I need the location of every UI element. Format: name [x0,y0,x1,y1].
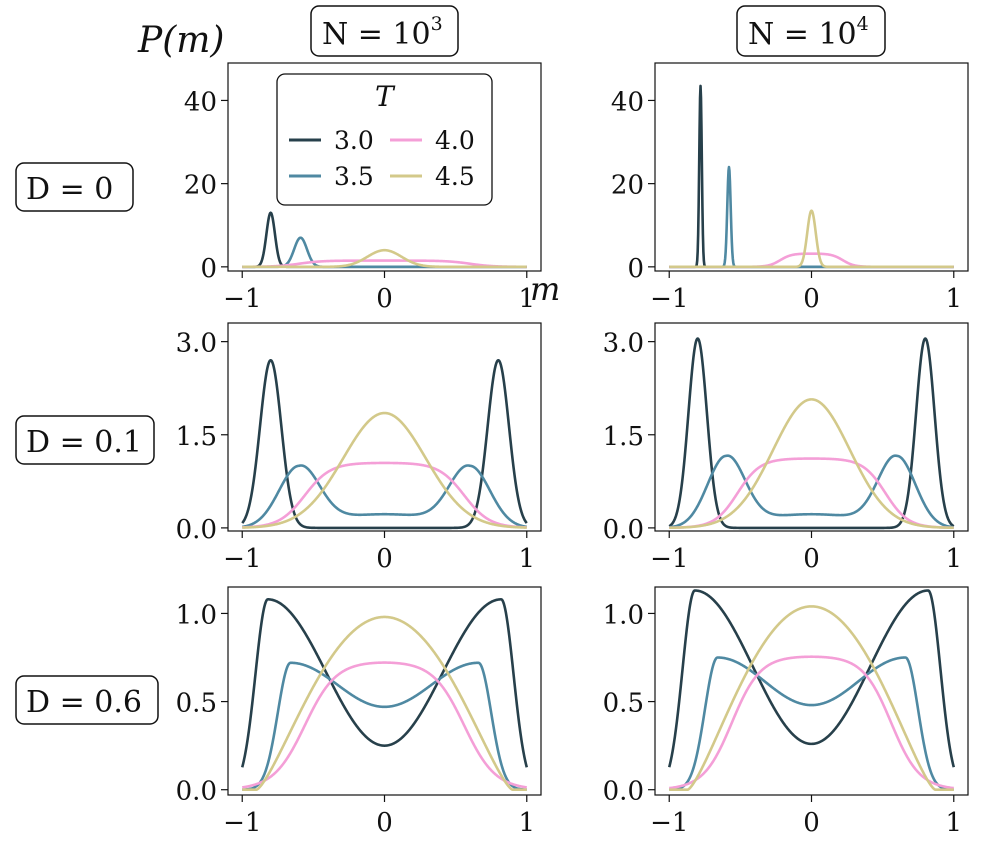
row-header-d01: D = 0.1 [15,415,155,465]
svg-text:N = 104: N = 104 [748,13,869,52]
x-tick-label: −1 [223,808,261,838]
panel-6: −1 0 1 0.0 0.5 1.0 [603,586,969,838]
y-tick-label: 20 [184,171,217,201]
column-header-label: N = 10 [748,17,857,52]
y-tick-label: 0.5 [603,689,644,719]
x-tick-label: −1 [650,544,688,574]
series-line-T3-5 [668,656,955,791]
series-line-T4-5 [241,248,528,269]
y-tick-label: 0.0 [176,515,217,545]
series-line-T4-5 [241,615,528,792]
panel-5: −1 0 1 0.0 0.5 1.0 [176,586,542,838]
x-tick-label: 0 [803,808,820,838]
row-header-label: D = 0.1 [26,425,142,460]
legend-label-3-5: 3.5 [334,162,374,191]
series-line-T3-5 [241,464,528,529]
y-axis-label: P(m) [137,20,224,61]
series-line-T3-5 [668,454,955,529]
y-tick-label: 0 [200,254,217,284]
x-tick-label: 1 [518,544,535,574]
x-tick-label: 1 [945,544,962,574]
legend-label-3-0: 3.0 [334,126,374,155]
column-header-label: N = 10 [322,17,431,52]
series-line-T4-0 [241,661,528,789]
x-tick-label: 0 [803,544,820,574]
series-line-T3-5 [241,661,528,791]
axes-frame [654,586,969,796]
y-tick-label: 0.0 [176,777,217,807]
panel-4: −1 0 1 0.0 1.5 3.0 [603,322,969,574]
x-tick-label: 1 [945,284,962,314]
series-line-T3-5 [668,165,955,269]
y-tick-label: 40 [611,87,644,117]
x-tick-label: 1 [945,808,962,838]
series-line-T3-0 [668,337,955,530]
x-tick-label: 1 [518,284,535,314]
x-tick-label: 0 [376,284,393,314]
series-line-T3-0 [668,84,955,269]
series-line-T4-0 [668,252,955,269]
legend-label-4-0: 4.0 [435,126,475,155]
series-line-T4-5 [668,398,955,530]
x-tick-label: 1 [518,808,535,838]
y-tick-label: 1.0 [176,600,217,630]
y-tick-label: 20 [611,171,644,201]
row-header-d06: D = 0.6 [15,675,159,725]
row-header-label: D = 0.6 [26,685,142,720]
x-axis-label: m [530,270,560,308]
legend: T 3.0 3.5 4.0 4.5 [276,73,493,206]
series-line-T4-0 [668,457,955,530]
series-line-T4-0 [668,655,955,790]
column-header-exponent: 4 [857,13,869,35]
legend-label-4-5: 4.5 [435,162,475,191]
y-tick-label: 1.5 [603,422,644,452]
series-line-T3-0 [241,211,528,269]
column-header-exponent: 3 [431,13,443,35]
series-line-T3-0 [240,598,529,768]
x-tick-label: 0 [376,544,393,574]
row-header-label: D = 0 [26,172,113,207]
y-tick-label: 40 [184,87,217,117]
series-line-T3-5 [241,236,528,269]
panel-3: −1 0 1 0.0 1.5 3.0 [176,322,542,574]
y-tick-label: 1.0 [603,600,644,630]
series-line-T4-0 [241,461,528,529]
column-header-n1000: N = 103 [310,5,459,57]
series-line-T4-5 [668,605,955,792]
y-tick-label: 0.0 [603,777,644,807]
svg-text:N = 103: N = 103 [322,13,443,52]
x-tick-label: −1 [650,284,688,314]
y-tick-label: 0 [627,254,644,284]
x-tick-label: 0 [803,284,820,314]
row-header-d0: D = 0 [15,162,134,212]
y-tick-label: 0.5 [176,689,217,719]
column-header-n10000: N = 104 [736,5,886,57]
series-line-T4-5 [668,209,955,269]
x-tick-label: −1 [223,284,261,314]
y-tick-label: 1.5 [176,422,217,452]
legend-title: T [375,80,396,113]
series-line-T4-5 [241,411,528,529]
x-tick-label: −1 [650,808,688,838]
x-tick-label: −1 [223,544,261,574]
y-tick-label: 0.0 [603,515,644,545]
series-line-T3-0 [241,358,528,530]
x-tick-label: 0 [376,808,393,838]
series-line-T3-0 [667,589,956,768]
y-tick-label: 3.0 [603,329,644,359]
series-line-T4-0 [241,259,528,269]
y-tick-label: 3.0 [176,329,217,359]
